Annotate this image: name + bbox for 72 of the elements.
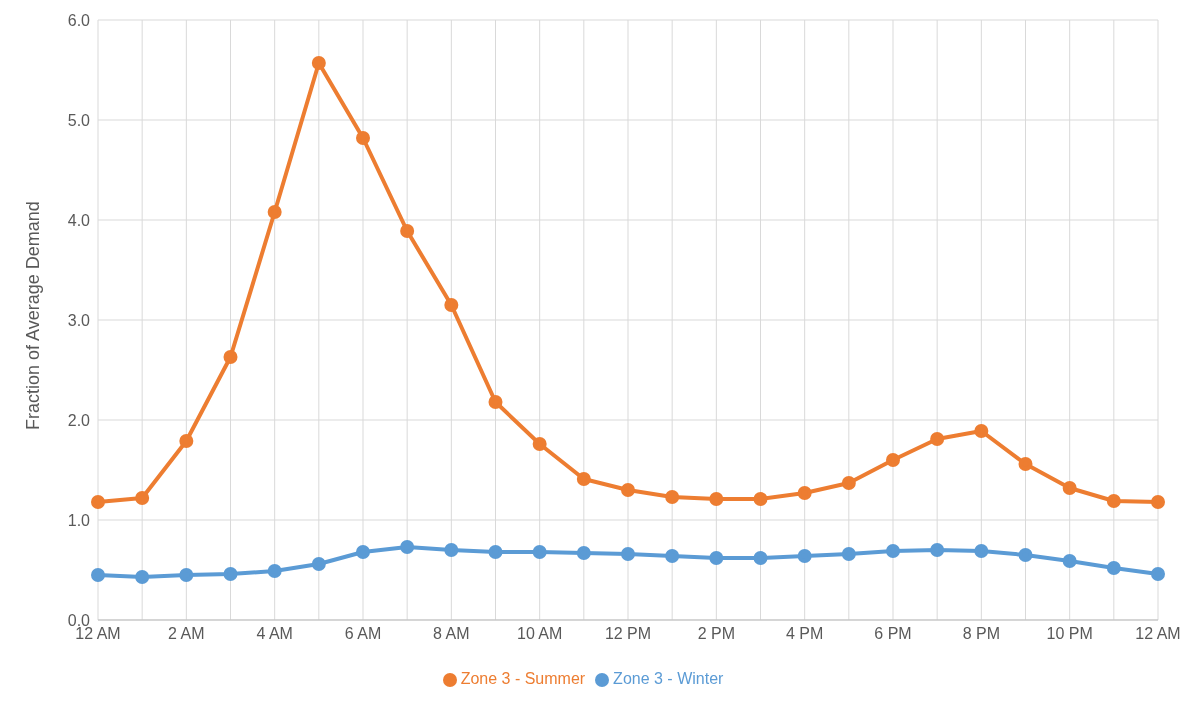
point xyxy=(267,564,282,578)
point xyxy=(1151,495,1165,509)
legend-label: Zone 3 - Winter xyxy=(613,670,724,687)
x-tick-label: 4 PM xyxy=(785,625,824,643)
point xyxy=(709,492,724,506)
legend-label: Zone 3 - Summer xyxy=(460,670,586,687)
point xyxy=(532,437,547,451)
point xyxy=(1106,561,1121,575)
point xyxy=(621,547,635,561)
point xyxy=(709,551,724,565)
point xyxy=(488,395,503,409)
y-axis-title: Fraction of Average Demand xyxy=(23,201,44,430)
x-tick-label: 2 PM xyxy=(697,625,736,643)
point xyxy=(400,540,415,554)
point xyxy=(841,547,856,561)
point xyxy=(665,490,680,504)
point xyxy=(311,557,326,571)
point xyxy=(753,492,768,506)
point xyxy=(886,544,900,558)
point xyxy=(1018,457,1033,471)
x-tick-label: 12 AM xyxy=(75,625,121,643)
point xyxy=(488,545,503,559)
y-tick-label: 5.0 xyxy=(67,111,91,129)
point xyxy=(621,483,635,497)
point xyxy=(1062,481,1077,495)
point xyxy=(179,434,194,448)
point xyxy=(444,543,459,557)
point xyxy=(179,568,194,582)
point xyxy=(1106,494,1121,508)
point xyxy=(223,567,238,581)
x-tick-label: 12 AM xyxy=(1135,625,1181,643)
point xyxy=(91,568,105,582)
point xyxy=(797,549,812,563)
point xyxy=(444,298,459,312)
y-tick-label: 3.0 xyxy=(67,311,91,329)
point xyxy=(311,56,326,70)
x-tick-label: 6 PM xyxy=(874,625,912,643)
y-tick-label: 6.0 xyxy=(67,11,91,29)
point xyxy=(576,546,591,560)
point xyxy=(400,224,415,238)
point xyxy=(974,544,989,558)
point xyxy=(532,545,547,559)
x-tick-label: 8 AM xyxy=(433,625,470,643)
point xyxy=(753,551,768,565)
y-tick-label: 1.0 xyxy=(67,511,91,529)
point xyxy=(665,549,680,563)
point xyxy=(223,350,238,364)
x-tick-label: 8 PM xyxy=(962,625,1001,643)
y-tick-label: 4.0 xyxy=(67,211,91,229)
point xyxy=(356,131,370,145)
point xyxy=(1151,567,1165,581)
point xyxy=(974,424,989,438)
point xyxy=(930,543,945,557)
x-tick-label: 10 AM xyxy=(516,625,563,643)
point xyxy=(797,486,812,500)
x-tick-label: 4 AM xyxy=(256,625,293,643)
point xyxy=(135,491,150,505)
point xyxy=(841,476,856,490)
y-tick-label: 2.0 xyxy=(67,411,91,429)
point xyxy=(91,495,105,509)
x-tick-label: 10 PM xyxy=(1046,625,1093,643)
point xyxy=(886,453,900,467)
point xyxy=(267,205,282,219)
point xyxy=(135,570,150,584)
x-tick-label: 6 AM xyxy=(344,625,382,643)
x-tick-label: 2 AM xyxy=(168,625,205,643)
point xyxy=(576,472,591,486)
point xyxy=(1018,548,1033,562)
point xyxy=(356,545,370,559)
point xyxy=(930,432,945,446)
x-tick-label: 12 PM xyxy=(604,625,652,643)
point xyxy=(1062,554,1077,568)
